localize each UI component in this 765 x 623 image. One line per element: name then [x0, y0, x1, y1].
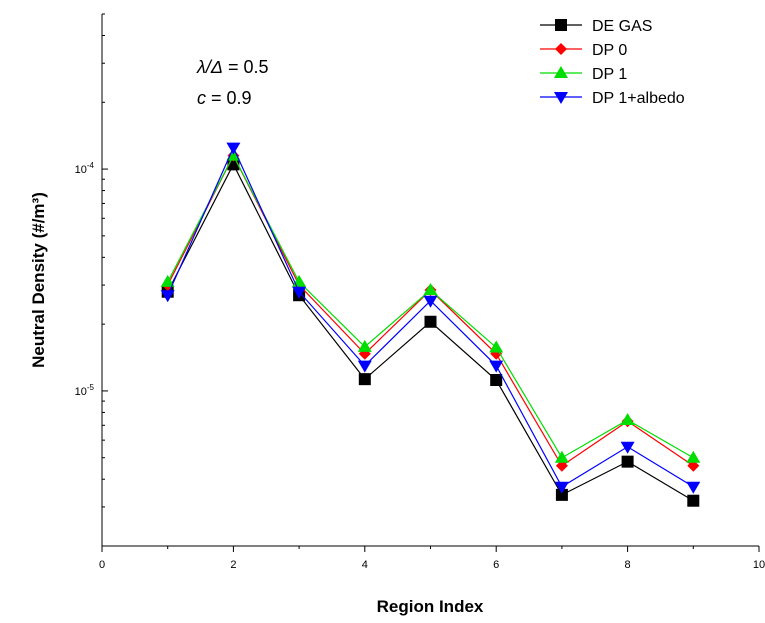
data-point [686, 481, 701, 494]
lambda-delta-symbol: λ/Δ [196, 57, 223, 77]
x-tick-label: 0 [99, 559, 105, 571]
data-point [554, 481, 569, 494]
data-point [292, 286, 307, 299]
series-2 [160, 148, 701, 463]
data-point [555, 459, 568, 472]
y-tick-label: 10-5 [75, 383, 95, 398]
c-value: = 0.9 [206, 88, 252, 108]
c-annotation: c = 0.9 [197, 88, 252, 108]
data-point [226, 142, 241, 155]
data-point [620, 412, 635, 425]
data-point [490, 374, 503, 387]
legend-label: DE GAS [592, 18, 652, 35]
legend-marker [555, 43, 567, 55]
y-tick-label: 10-4 [75, 161, 95, 176]
data-point [687, 459, 700, 472]
x-tick-label: 6 [493, 559, 499, 571]
x-tick-label: 10 [753, 559, 765, 571]
x-tick-label: 4 [362, 559, 368, 571]
series-layer [160, 142, 701, 507]
legend-label: DP 0 [592, 42, 627, 59]
data-point [554, 450, 569, 463]
data-point [686, 450, 701, 463]
x-tick-label: 2 [230, 559, 236, 571]
data-point [555, 488, 568, 501]
c-symbol: c [197, 88, 206, 108]
data-point [423, 283, 438, 296]
data-point [489, 360, 504, 373]
axis-ticks: 0 2 4 6 8 10 10-4 10-5 [75, 13, 765, 571]
legend: DE GAS DP 0 DP 1 DP 1+albedo [540, 18, 685, 107]
series-0 [161, 158, 700, 507]
y-axis-title-text: Neutral Density (#/m³) [29, 192, 48, 368]
data-point [160, 274, 175, 287]
legend-label: DP 1 [592, 66, 627, 83]
data-point [620, 441, 635, 454]
data-point [621, 455, 634, 468]
data-point [226, 148, 241, 161]
data-point [160, 290, 175, 303]
legend-marker [554, 92, 568, 104]
legend-marker [555, 19, 567, 31]
x-axis-title: Region Index [377, 597, 484, 616]
legend-marker [554, 66, 568, 78]
parameter-annotations: λ/Δ = 0.5 c = 0.9 [196, 57, 268, 108]
series-line [167, 163, 694, 502]
data-point [424, 315, 437, 328]
data-point [358, 373, 371, 386]
series-line [167, 154, 694, 467]
x-tick-label: 8 [625, 559, 631, 571]
data-point [357, 339, 372, 352]
y-axis-title: Neutral Density (#/m³) [29, 192, 48, 368]
data-point [357, 360, 372, 373]
data-point [687, 494, 700, 507]
data-point [489, 340, 504, 353]
series-3 [160, 142, 701, 494]
data-point [423, 295, 438, 308]
lambda-delta-annotation: λ/Δ = 0.5 [196, 57, 268, 77]
series-1 [161, 149, 700, 472]
lambda-delta-value: = 0.5 [223, 57, 269, 77]
legend-label: DP 1+albedo [592, 90, 685, 107]
